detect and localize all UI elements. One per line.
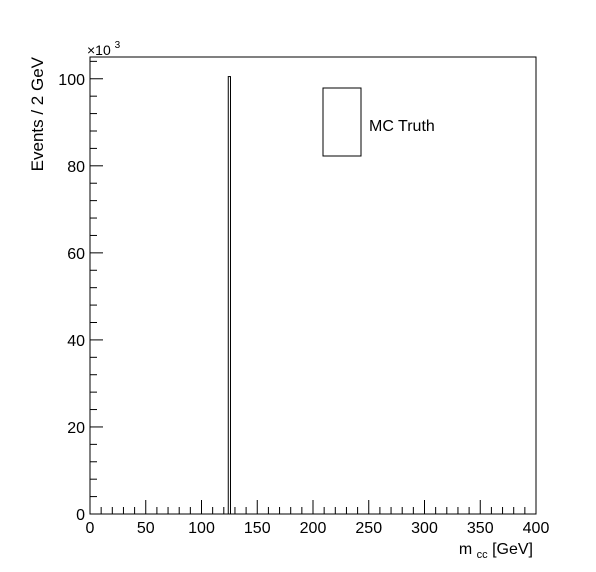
histogram-bars — [227, 76, 231, 515]
y-exponent-label: ×10 3 — [87, 40, 121, 58]
legend-label: MC Truth — [369, 118, 435, 135]
plot-frame — [89, 56, 537, 515]
x-axis-label-main: m — [459, 541, 472, 558]
x-axis-label: m cc [GeV] — [459, 541, 533, 562]
legend: MC Truth — [322, 87, 435, 157]
x-tick-label: 250 — [355, 520, 382, 537]
x-tick-label: 350 — [467, 520, 494, 537]
y-tick-label: 100 — [58, 72, 85, 89]
legend-swatch — [322, 87, 362, 157]
y-tick-label: 20 — [67, 420, 85, 437]
y-tick-label: 60 — [67, 246, 85, 263]
x-tick-label: 100 — [188, 520, 215, 537]
y-tick-label: 40 — [67, 333, 85, 350]
y-axis-label: Events / 2 GeV — [28, 56, 47, 171]
axis-ticks — [89, 60, 537, 515]
plot-area-border — [89, 56, 537, 515]
y-exponent-power: 3 — [115, 40, 121, 51]
y-exponent-base: ×10 — [87, 42, 111, 58]
histogram-bar — [227, 76, 231, 515]
y-tick-label: 80 — [67, 159, 85, 176]
x-axis-label-subscript: cc — [477, 549, 489, 561]
x-tick-label: 200 — [300, 520, 327, 537]
x-axis-label-unit: [GeV] — [492, 541, 533, 558]
x-tick-label: 150 — [244, 520, 271, 537]
y-tick-label: 0 — [76, 507, 85, 524]
x-tick-label: 400 — [523, 520, 550, 537]
x-tick-label: 50 — [137, 520, 155, 537]
x-tick-label: 300 — [411, 520, 438, 537]
tick-labels: 0 50 100 150 200 250 300 350 400 0 20 40 60 80 100 — [58, 72, 549, 537]
x-tick-label: 0 — [86, 520, 95, 537]
